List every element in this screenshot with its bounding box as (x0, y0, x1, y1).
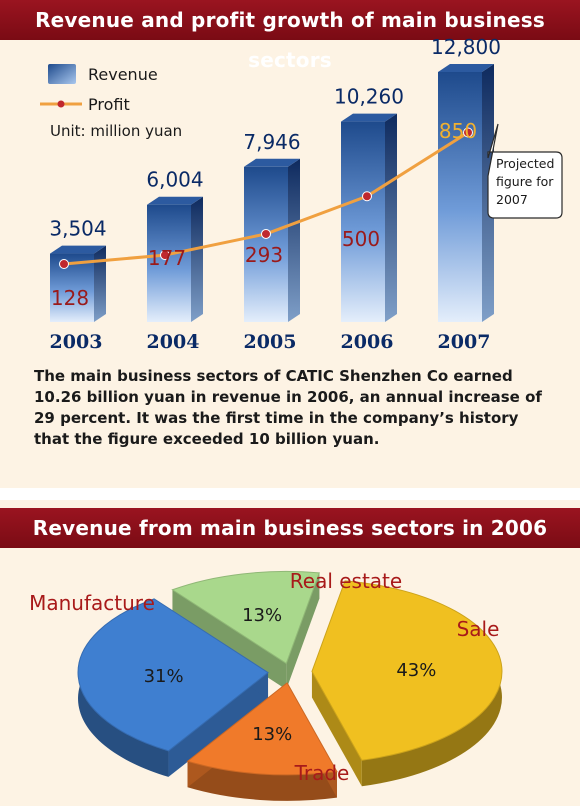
revenue-bars (50, 64, 494, 322)
profit-legend-label: Profit (88, 95, 130, 114)
profit-point (362, 191, 372, 202)
year-tick-label: 2007 (438, 331, 491, 353)
revenue-bar (244, 166, 288, 322)
pie-category-label: Manufacture (29, 591, 155, 615)
value-labels: 3,504 2003 6,004 2004 7,946 2005 10,260 2006 12,… (49, 35, 501, 353)
pie-percent-label: 43% (396, 660, 436, 681)
revenue-chart-title: Revenue and profit growth of main busine… (0, 0, 580, 72)
pie-category-label: Trade (294, 761, 350, 785)
pie-category-label: Real estate (290, 569, 402, 593)
pie-category-label: Sale (457, 617, 500, 641)
callout-line-2: figure for (496, 174, 554, 189)
revenue-value-label: 3,504 (49, 217, 106, 241)
profit-value-label: 850 (439, 119, 477, 143)
profit-point (160, 250, 170, 261)
callout-line-3: 2007 (496, 192, 528, 207)
year-tick-label: 2006 (341, 331, 394, 353)
pie-slice-face (172, 589, 287, 690)
revenue-legend-swatch (48, 64, 76, 84)
pie-slice-face (168, 672, 269, 777)
revenue-bar-top (147, 196, 203, 205)
revenue-bar-top (50, 245, 106, 254)
profit-value-label: 293 (245, 243, 283, 267)
projection-callout: Projected figure for 2007 (487, 123, 563, 219)
profit-value-label: 500 (342, 227, 380, 251)
revenue-bar-side (385, 113, 397, 322)
pie-percent-label: 13% (242, 605, 282, 626)
revenue-bar (147, 204, 191, 322)
revenue-bar-top (244, 158, 300, 167)
callout-bubble (487, 123, 563, 219)
revenue-legend-label: Revenue (88, 65, 158, 84)
pie-slice (171, 570, 320, 665)
revenue-bar-top (341, 113, 397, 122)
profit-value-label: 177 (148, 246, 186, 270)
legend: Revenue Profit Unit: million yuan (40, 64, 182, 140)
callout-line-1: Projected (496, 156, 554, 171)
year-tick-label: 2005 (244, 331, 297, 353)
revenue-value-label: 7,946 (243, 130, 300, 154)
revenue-value-label: 12,800 (431, 35, 501, 59)
year-tick-label: 2004 (147, 331, 200, 353)
profit-point (261, 228, 271, 239)
profit-legend-dot (57, 100, 65, 108)
pie-slice-face (311, 671, 362, 787)
profit-value-label: 128 (51, 286, 89, 310)
pie-percent-label: 13% (252, 724, 292, 745)
unit-label: Unit: million yuan (50, 122, 182, 140)
revenue-bar (50, 253, 94, 322)
pie-slice (77, 598, 269, 752)
profit-point (59, 259, 69, 269)
revenue-bar-top (438, 64, 494, 72)
revenue-value-label: 6,004 (146, 168, 203, 192)
pie-labels: 13% 43% 31% 13% Sale Trade Manufacture Real est… (29, 569, 499, 785)
pie-slice-face (286, 572, 320, 690)
pie-slice (311, 580, 503, 761)
profit-series (59, 127, 473, 269)
revenue-bar-side (94, 245, 106, 322)
profit-point (463, 127, 473, 138)
pie-slice (186, 682, 338, 776)
year-tick-label: 2003 (50, 331, 103, 353)
revenue-bar-side (288, 158, 300, 322)
revenue-bar-side (191, 196, 203, 322)
pie-chart-title: Revenue from main business sectors in 20… (0, 508, 580, 548)
revenue-value-label: 10,260 (334, 85, 404, 109)
revenue-bar (341, 121, 385, 322)
pie-slices (77, 570, 503, 801)
revenue-note: The main business sectors of CATIC Shenz… (34, 367, 542, 448)
pie-percent-label: 31% (144, 666, 184, 687)
pie-slice-side (187, 761, 337, 801)
revenue-bar (438, 72, 482, 322)
revenue-profit-chart: Revenue Profit Unit: million yuan 3,504 2… (40, 35, 563, 353)
